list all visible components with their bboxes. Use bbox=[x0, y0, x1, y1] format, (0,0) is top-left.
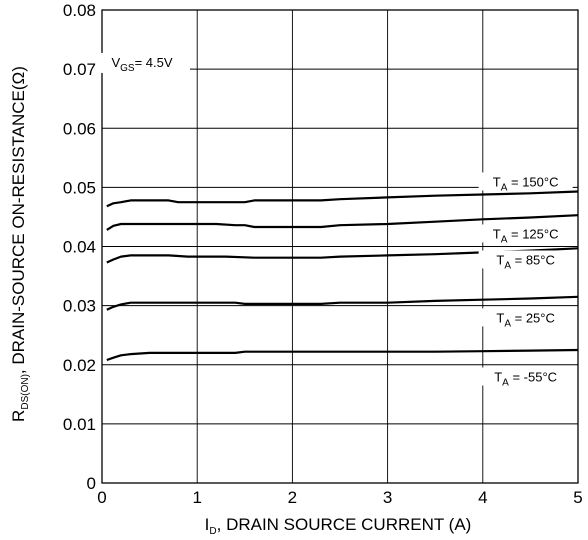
grid-lines bbox=[102, 10, 578, 483]
y-axis-title: RDS(ON), DRAIN-SOURCE ON-RESISTANCE(Ω) bbox=[9, 66, 31, 422]
series-label: TA = 125°C bbox=[493, 226, 559, 245]
annotation-group: VGS= 4.5V bbox=[95, 52, 190, 74]
annotation-backdrop bbox=[95, 52, 190, 73]
y-tick-label: 0.08 bbox=[63, 1, 96, 20]
series-labels: TA = 150°C TA = 125°C TA = 85°C TA = 25°C TA… bbox=[478, 172, 573, 389]
y-tick-label: 0 bbox=[87, 474, 96, 493]
x-tick-labels: 0 1 2 3 4 5 bbox=[97, 488, 582, 507]
series-lines bbox=[106, 190, 579, 362]
series-line bbox=[106, 348, 579, 362]
series-line bbox=[106, 214, 579, 231]
x-tick-label: 1 bbox=[192, 488, 201, 507]
y-tick-label: 0.03 bbox=[63, 297, 96, 316]
series-label-backdrop bbox=[478, 224, 573, 243]
x-tick-label: 2 bbox=[288, 488, 297, 507]
series-label-backdrop bbox=[478, 250, 573, 269]
series-label-backdrop bbox=[478, 172, 573, 191]
series-label: TA = 25°C bbox=[496, 310, 555, 329]
y-tick-label: 0.04 bbox=[63, 238, 96, 257]
series-label: TA = -55°C bbox=[494, 370, 557, 389]
series-label: TA = 150°C bbox=[493, 174, 559, 193]
x-axis-title: ID, DRAIN SOURCE CURRENT (A) bbox=[205, 515, 472, 537]
y-tick-label: 0.07 bbox=[63, 60, 96, 79]
series-line bbox=[106, 295, 579, 311]
series-line bbox=[106, 190, 579, 208]
x-tick-label: 5 bbox=[573, 488, 582, 507]
y-tick-label: 0.06 bbox=[63, 119, 96, 138]
y-tick-label: 0.01 bbox=[63, 415, 96, 434]
x-tick-label: 0 bbox=[97, 488, 106, 507]
series-line bbox=[106, 247, 579, 264]
series-label: TA = 85°C bbox=[496, 252, 555, 271]
vgs-annotation: VGS= 4.5V bbox=[111, 55, 172, 74]
series-label-backdrop bbox=[478, 308, 573, 327]
x-tick-label: 3 bbox=[383, 488, 392, 507]
x-tick-label: 4 bbox=[478, 488, 487, 507]
series-label-backdrop bbox=[478, 367, 573, 386]
y-tick-labels: 0 0.01 0.02 0.03 0.04 0.05 0.06 0.07 0.08 bbox=[63, 1, 96, 493]
y-tick-label: 0.02 bbox=[63, 356, 96, 375]
y-tick-label: 0.05 bbox=[63, 178, 96, 197]
plot-frame bbox=[101, 9, 579, 484]
